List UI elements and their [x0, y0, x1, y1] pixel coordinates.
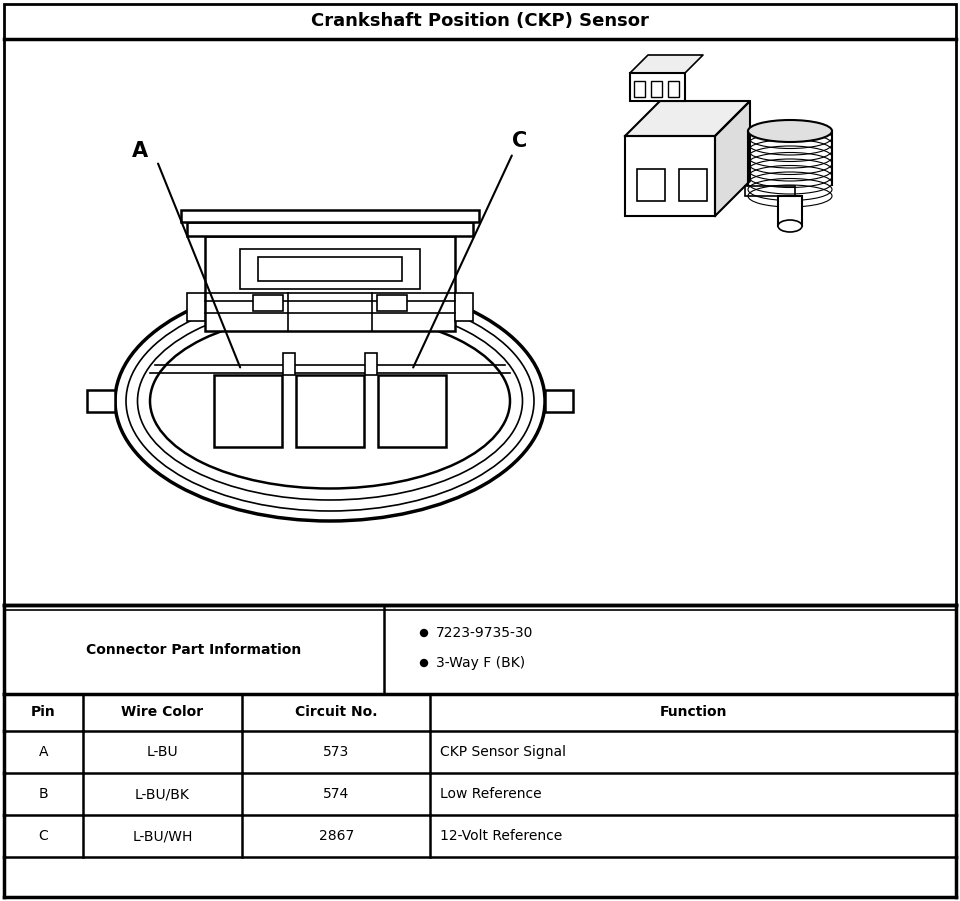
- Text: CKP Sensor Signal: CKP Sensor Signal: [441, 745, 566, 759]
- Bar: [455, 293, 473, 321]
- Bar: [258, 257, 402, 281]
- Text: Connector Part Information: Connector Part Information: [86, 642, 301, 657]
- Polygon shape: [715, 101, 750, 216]
- Bar: [181, 210, 479, 222]
- Text: Circuit No.: Circuit No.: [295, 705, 377, 720]
- Text: L-BU: L-BU: [147, 745, 179, 759]
- Text: Low Reference: Low Reference: [441, 787, 542, 801]
- Text: B: B: [38, 787, 48, 801]
- Bar: [378, 375, 446, 447]
- Text: 574: 574: [324, 787, 349, 801]
- Polygon shape: [625, 101, 750, 136]
- Polygon shape: [630, 55, 703, 73]
- Text: Function: Function: [660, 705, 727, 720]
- Bar: [205, 236, 455, 331]
- Text: 573: 573: [324, 745, 349, 759]
- Ellipse shape: [126, 291, 534, 511]
- Text: Pin: Pin: [31, 705, 56, 720]
- Bar: [630, 73, 685, 101]
- Text: 2867: 2867: [319, 829, 354, 843]
- Ellipse shape: [115, 281, 545, 521]
- Bar: [253, 295, 283, 311]
- Bar: [365, 353, 377, 375]
- Text: Crankshaft Position (CKP) Sensor: Crankshaft Position (CKP) Sensor: [311, 13, 649, 31]
- Text: Wire Color: Wire Color: [122, 705, 204, 720]
- Bar: [187, 222, 473, 236]
- Bar: [214, 375, 282, 447]
- Text: 12-Volt Reference: 12-Volt Reference: [441, 829, 563, 843]
- Ellipse shape: [748, 120, 832, 142]
- Text: 3-Way F (BK): 3-Way F (BK): [436, 656, 525, 670]
- Bar: [187, 293, 205, 321]
- Bar: [668, 81, 679, 97]
- Bar: [745, 186, 795, 196]
- Ellipse shape: [137, 302, 522, 500]
- Text: A: A: [132, 141, 148, 161]
- Text: C: C: [38, 829, 48, 843]
- Text: L-BU/BK: L-BU/BK: [135, 787, 190, 801]
- Text: L-BU/WH: L-BU/WH: [132, 829, 193, 843]
- Bar: [240, 249, 420, 289]
- Bar: [376, 295, 407, 311]
- Text: 7223-9735-30: 7223-9735-30: [436, 626, 534, 640]
- Circle shape: [420, 660, 427, 667]
- Bar: [625, 136, 715, 216]
- Bar: [296, 375, 364, 447]
- Bar: [651, 81, 662, 97]
- Ellipse shape: [150, 314, 510, 488]
- Bar: [545, 390, 573, 412]
- Text: A: A: [38, 745, 48, 759]
- Bar: [87, 390, 115, 412]
- Bar: [778, 196, 802, 226]
- Circle shape: [420, 630, 427, 636]
- Bar: [634, 81, 645, 97]
- Bar: [283, 353, 295, 375]
- Bar: [679, 169, 707, 201]
- Ellipse shape: [778, 220, 802, 232]
- Bar: [637, 169, 665, 201]
- Text: C: C: [513, 131, 528, 151]
